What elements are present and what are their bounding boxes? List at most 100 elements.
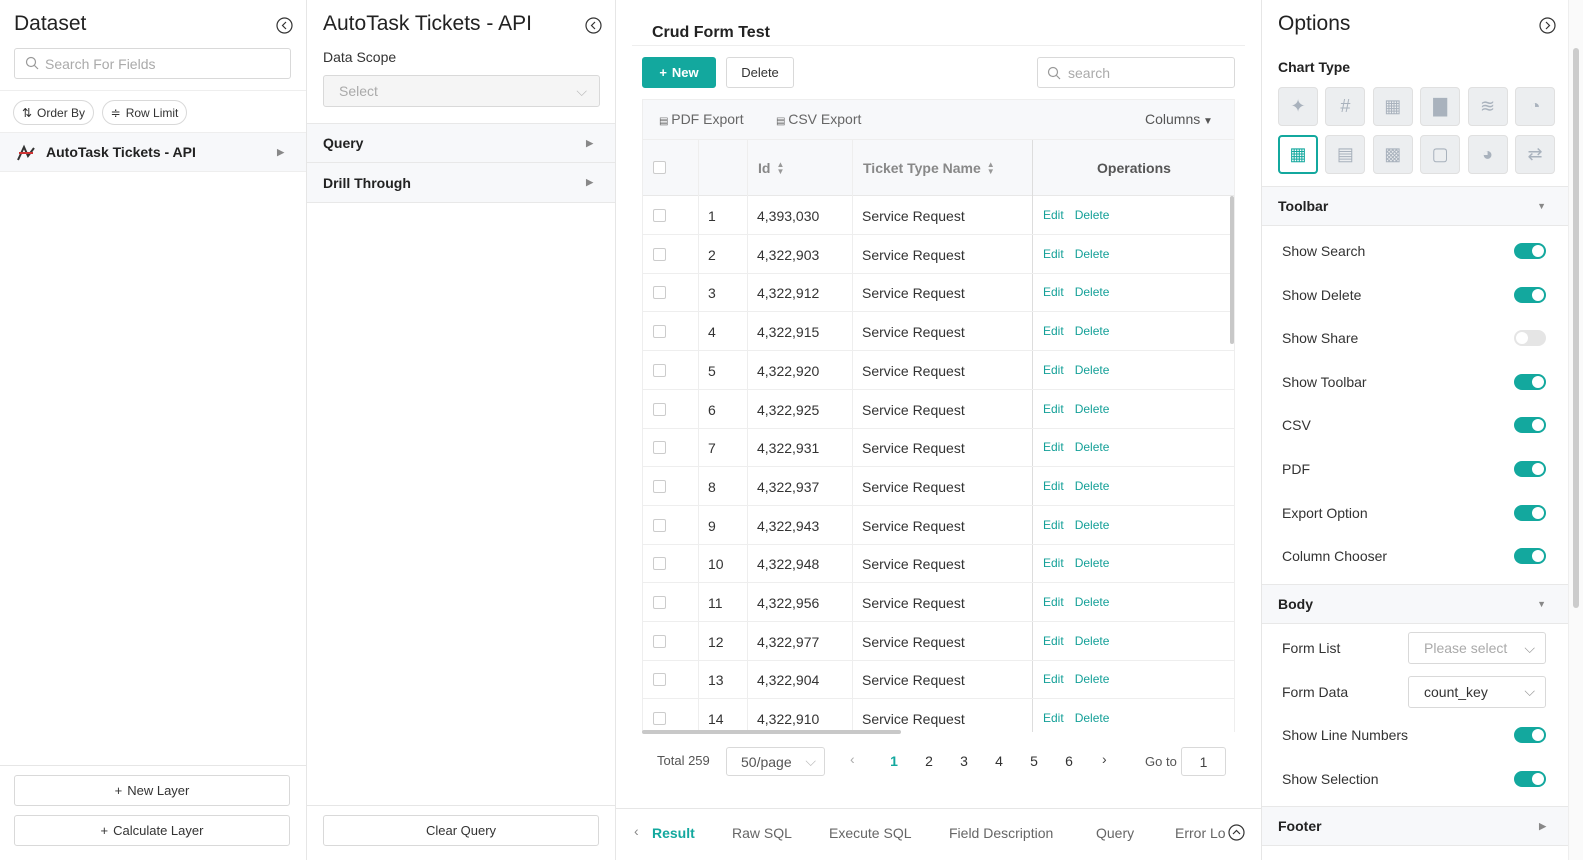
delete-link[interactable]: Delete xyxy=(1074,440,1110,455)
toggle[interactable] xyxy=(1514,330,1546,347)
chart-type-icon[interactable]: ▢ xyxy=(1420,135,1461,174)
delete-link[interactable]: Delete xyxy=(1074,672,1110,687)
search-input[interactable]: Search For Fields xyxy=(14,48,291,79)
row-checkbox[interactable] xyxy=(653,673,666,687)
edit-link[interactable]: Edit xyxy=(1043,556,1064,571)
header-checkbox[interactable] xyxy=(653,161,666,174)
row-checkbox[interactable] xyxy=(653,286,666,300)
delete-link[interactable]: Delete xyxy=(1074,324,1110,339)
edit-link[interactable]: Edit xyxy=(1043,362,1064,377)
tab-scroll-left[interactable]: ‹ xyxy=(634,823,639,839)
row-checkbox[interactable] xyxy=(653,209,666,222)
pdf-export-button[interactable]: ▤ PDF Export xyxy=(659,111,744,127)
toggle[interactable] xyxy=(1514,417,1546,434)
row-limit-button[interactable]: ≑ Row Limit xyxy=(102,100,187,125)
delete-link[interactable]: Delete xyxy=(1074,285,1110,300)
order-by-button[interactable]: ⇅ Order By xyxy=(13,100,94,125)
tab[interactable]: Execute SQL xyxy=(829,825,912,841)
sort-icon[interactable]: ▲ ▼ xyxy=(986,160,995,176)
prev-page[interactable]: ‹ xyxy=(850,751,855,767)
chart-type-icon[interactable]: ▇ xyxy=(1420,87,1461,126)
delete-link[interactable]: Delete xyxy=(1074,633,1110,648)
delete-button[interactable]: Delete xyxy=(726,57,794,88)
drill-through-section[interactable]: Drill Through ▶ xyxy=(307,163,615,203)
toggle[interactable] xyxy=(1514,504,1546,521)
delete-link[interactable]: Delete xyxy=(1074,362,1110,377)
tab[interactable]: Raw SQL xyxy=(732,825,792,841)
chart-type-icon[interactable]: ⇄ xyxy=(1515,135,1555,174)
collapse-button[interactable] xyxy=(1539,17,1556,34)
row-checkbox[interactable] xyxy=(653,712,666,726)
chart-type-icon[interactable]: ◕ xyxy=(1467,135,1508,174)
row-checkbox[interactable] xyxy=(653,247,666,261)
new-layer-button[interactable]: + New Layer xyxy=(14,775,290,806)
select[interactable]: Please select ⌵ xyxy=(1408,632,1546,664)
toggle[interactable] xyxy=(1514,770,1546,787)
delete-link[interactable]: Delete xyxy=(1074,711,1110,726)
chart-type-icon[interactable]: ▦ xyxy=(1278,135,1318,174)
clear-query-button[interactable]: Clear Query xyxy=(323,815,599,846)
new-button[interactable]: + New xyxy=(642,57,716,88)
toggle[interactable] xyxy=(1514,727,1546,743)
row-checkbox[interactable] xyxy=(653,557,666,571)
chart-type-icon[interactable]: ◔ xyxy=(1515,87,1555,126)
tab-collapse[interactable] xyxy=(1228,824,1245,841)
toggle[interactable] xyxy=(1514,548,1546,565)
footer-section[interactable]: Footer ▶ xyxy=(1262,806,1568,846)
delete-link[interactable]: Delete xyxy=(1074,478,1110,493)
row-checkbox[interactable] xyxy=(653,363,666,377)
tab[interactable]: Field Description xyxy=(949,825,1054,841)
row-checkbox[interactable] xyxy=(653,596,666,609)
page-number[interactable]: 2 xyxy=(925,753,933,769)
calculate-layer-button[interactable]: + Calculate Layer xyxy=(14,815,290,846)
toggle[interactable] xyxy=(1514,373,1546,390)
page-number[interactable]: 3 xyxy=(960,753,968,769)
page-size-select[interactable]: 50/page ⌵ xyxy=(726,747,825,776)
edit-link[interactable]: Edit xyxy=(1043,711,1064,726)
edit-link[interactable]: Edit xyxy=(1043,401,1064,416)
chart-type-icon[interactable]: ▤ xyxy=(1325,135,1366,174)
next-page[interactable]: › xyxy=(1102,751,1107,767)
edit-link[interactable]: Edit xyxy=(1043,633,1064,648)
row-checkbox[interactable] xyxy=(653,479,666,493)
delete-link[interactable]: Delete xyxy=(1074,556,1110,571)
page-number[interactable]: 6 xyxy=(1065,753,1073,769)
edit-link[interactable]: Edit xyxy=(1043,246,1064,261)
chart-type-icon[interactable]: # xyxy=(1325,87,1366,126)
tab[interactable]: Error Lo xyxy=(1175,825,1226,841)
edit-link[interactable]: Edit xyxy=(1043,285,1064,300)
row-checkbox[interactable] xyxy=(653,518,666,532)
row-checkbox[interactable] xyxy=(653,634,666,648)
collapse-button[interactable] xyxy=(585,17,602,34)
edit-link[interactable]: Edit xyxy=(1043,478,1064,493)
select[interactable]: count_key ⌵ xyxy=(1408,675,1546,708)
scroll-thumb[interactable] xyxy=(1573,48,1579,608)
edit-link[interactable]: Edit xyxy=(1043,324,1064,339)
page-number[interactable]: 5 xyxy=(1030,753,1038,769)
toolbar-section[interactable]: Toolbar ▼ xyxy=(1262,186,1568,226)
csv-export-button[interactable]: ▤ CSV Export xyxy=(776,111,861,127)
chart-type-icon[interactable]: ≋ xyxy=(1467,87,1508,126)
edit-link[interactable]: Edit xyxy=(1043,208,1064,222)
data-scope-select[interactable]: Select ⌵ xyxy=(323,75,600,107)
delete-link[interactable]: Delete xyxy=(1074,208,1110,222)
column-header[interactable]: Id ▲ ▼ xyxy=(758,149,784,187)
goto-input[interactable]: 1 xyxy=(1181,747,1226,776)
page-number[interactable]: 4 xyxy=(995,753,1003,769)
toggle[interactable] xyxy=(1514,461,1546,477)
toggle[interactable] xyxy=(1514,286,1546,303)
tab[interactable]: Result xyxy=(652,825,695,841)
h-scrollbar[interactable] xyxy=(642,730,901,734)
delete-link[interactable]: Delete xyxy=(1074,246,1110,261)
chart-type-icon[interactable]: ▩ xyxy=(1372,135,1413,174)
columns-button[interactable]: Columns ▼ xyxy=(1145,111,1213,127)
edit-link[interactable]: Edit xyxy=(1043,517,1064,532)
edit-link[interactable]: Edit xyxy=(1043,440,1064,455)
delete-link[interactable]: Delete xyxy=(1074,401,1110,416)
tab[interactable]: Query xyxy=(1096,825,1135,841)
row-checkbox[interactable] xyxy=(653,441,666,455)
column-header[interactable]: Ticket Type Name ▲ ▼ xyxy=(863,149,995,187)
v-scrollbar[interactable] xyxy=(1230,196,1234,344)
edit-link[interactable]: Edit xyxy=(1043,672,1064,687)
toggle[interactable] xyxy=(1514,243,1546,259)
